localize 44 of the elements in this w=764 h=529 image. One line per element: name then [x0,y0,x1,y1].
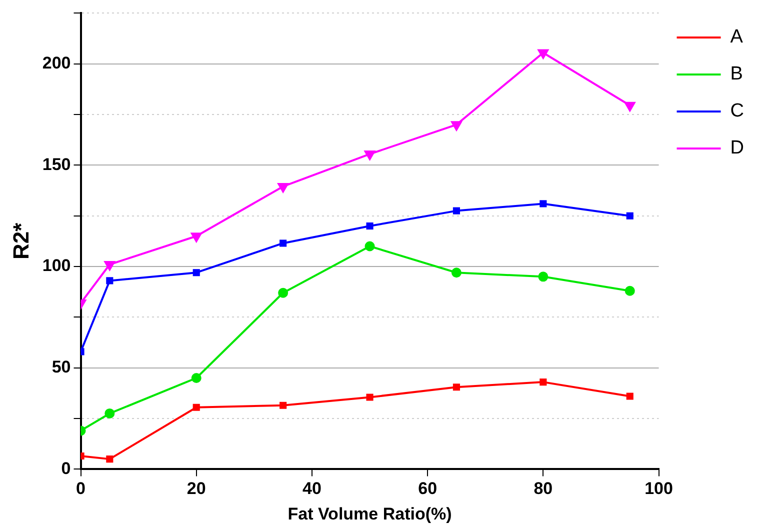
x-tick-label: 100 [644,479,673,498]
point [192,404,200,411]
point [624,102,636,112]
x-tick-label: 0 [76,479,86,498]
x-tick-label: 20 [186,479,206,498]
y-tick-label: 150 [42,154,71,174]
point [540,200,547,208]
point [451,268,462,278]
point [537,49,550,60]
point [280,240,287,247]
legend-label: D [730,138,744,159]
x-tick-label: 80 [534,479,553,498]
point [452,207,460,214]
y-tick-label: 100 [42,256,71,276]
point [366,394,374,401]
point [106,456,114,463]
point [191,373,202,383]
point [626,392,634,400]
y-tick-label: 200 [42,54,71,73]
point [540,378,547,386]
point [626,212,634,220]
point [190,232,202,244]
point [278,288,288,298]
point [538,272,548,282]
point [450,121,463,132]
y-tick-label: 0 [61,458,71,478]
legend-label: C [730,100,744,122]
point [277,182,290,194]
point [106,277,114,284]
point [364,150,376,162]
x-tick-label: 60 [418,479,438,498]
point [104,408,115,418]
x-axis-title: Fat Volume Ratio(%) [288,504,452,524]
y-axis-title: R2* [8,222,34,260]
point [280,402,287,409]
legend-label: A [730,26,744,48]
point [192,269,200,276]
x-tick-label: 40 [302,479,322,498]
point [366,222,374,230]
point [364,241,375,252]
legend-label: B [730,64,743,85]
point [624,286,635,296]
y-tick-label: 50 [52,358,71,377]
point [452,384,460,391]
